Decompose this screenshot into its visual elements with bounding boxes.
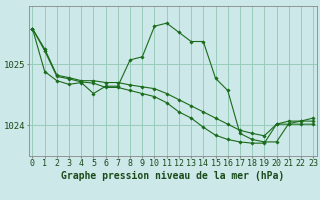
X-axis label: Graphe pression niveau de la mer (hPa): Graphe pression niveau de la mer (hPa) <box>61 171 284 181</box>
